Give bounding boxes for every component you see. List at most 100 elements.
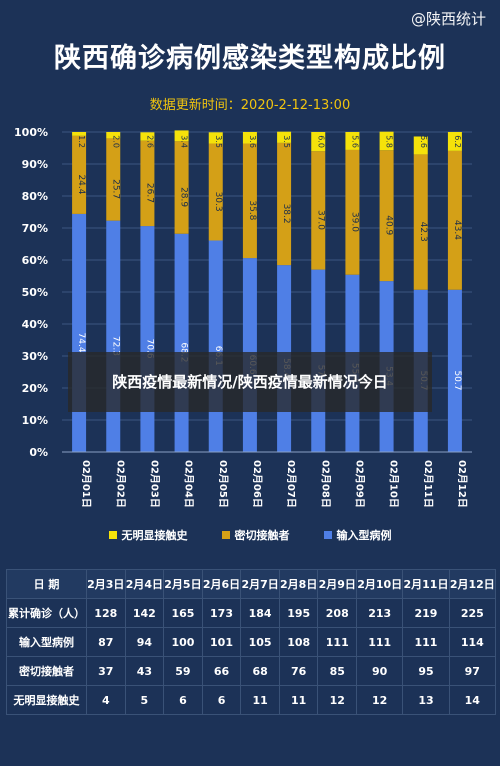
table-cell: 105: [240, 627, 280, 657]
bar-unknown: [413, 136, 428, 155]
data-label-import: 50.7: [452, 370, 462, 390]
x-tick-label: 02月06日: [251, 460, 263, 508]
table-cell: 6: [201, 685, 242, 715]
table-header-cell: 2月7日: [240, 569, 280, 599]
table-cell: 11: [278, 685, 319, 715]
table-row: 累计确诊（人） 128 142 165 173 184 195 208 213 219 225: [6, 598, 497, 628]
bar-unknown: [242, 132, 257, 144]
legend-label-unknown: 无明显接触史: [121, 529, 188, 542]
data-label-contact: 28.9: [179, 187, 189, 207]
bar-unknown: [379, 131, 394, 151]
bar-contact: [106, 138, 121, 221]
table-cell: 101: [201, 627, 242, 657]
bar-unknown: [447, 132, 462, 151]
y-tick-label: 70%: [22, 222, 48, 235]
y-tick-label: 10%: [22, 414, 48, 427]
table-cell: 111: [356, 627, 404, 657]
table-cell: 13: [402, 685, 450, 715]
data-label-contact: 30.3: [213, 192, 223, 212]
page-title: 陕西确诊病例感染类型构成比例: [54, 43, 446, 74]
table-cell: 68: [240, 656, 280, 686]
y-tick-label: 60%: [22, 254, 48, 267]
data-label-import: 70.6: [144, 339, 154, 359]
data-label-contact: 24.4: [76, 174, 86, 194]
table-header-cell: 2月10日: [356, 569, 404, 599]
legend-label-contact: 密切接触者: [234, 529, 290, 542]
overlay-banner: 陕西疫情最新情况/陕西疫情最新情况今日: [68, 352, 432, 412]
data-label-import: 72.3: [110, 336, 120, 356]
bar-import: [447, 289, 462, 452]
data-label-unknown: 2.6: [145, 135, 154, 148]
table-header-cell: 2月5日: [163, 569, 203, 599]
table-cell: 87: [86, 627, 126, 657]
watermark: @陕西统计: [410, 10, 486, 28]
table-row: 无明显接触史 4 5 6 6 11 11 12 12 13 14: [6, 685, 497, 715]
y-tick-label: 0%: [29, 446, 48, 459]
table-cell: 108: [278, 627, 319, 657]
data-label-import: 74.4: [76, 333, 86, 353]
data-label-contact: 38.2: [281, 204, 291, 224]
data-label-unknown: 3.5: [214, 135, 223, 148]
table-row-label: 累计确诊（人）: [6, 598, 87, 628]
table-cell: 225: [448, 598, 497, 628]
data-label-unknown: 2.0: [111, 135, 120, 148]
table-header-cell: 2月11日: [402, 569, 450, 599]
data-label-unknown: 6.2: [453, 135, 462, 148]
table-row: 密切接触者 37 43 59 66 68 76 85 90 95 97: [6, 656, 497, 686]
data-label-contact: 35.8: [247, 200, 257, 220]
table-cell: 12: [317, 685, 358, 715]
data-label-contact: 43.4: [452, 220, 462, 240]
x-tick-label: 02月07日: [285, 460, 297, 508]
bar-contact: [208, 143, 223, 241]
table-cell: 142: [124, 598, 165, 628]
data-label-unknown: 6.0: [316, 135, 325, 148]
table-row-label: 密切接触者: [6, 656, 87, 686]
legend-swatch-import: [323, 531, 332, 539]
table-row-label: 无明显接触史: [6, 685, 87, 715]
update-time: 数据更新时间：2020-2-12-13:00: [149, 98, 351, 113]
bar-unknown: [72, 132, 87, 136]
x-tick-label: 02月08日: [319, 460, 331, 508]
y-tick-label: 30%: [22, 350, 48, 363]
x-tick-label: 02月09日: [353, 460, 365, 508]
data-label-contact: 39.0: [349, 212, 359, 232]
table-cell: 43: [124, 656, 165, 686]
y-tick-label: 40%: [22, 318, 48, 331]
table-row: 输入型病例 87 94 100 101 105 108 111 111 111 114: [6, 627, 497, 657]
x-tick-label: 02月03日: [148, 460, 160, 508]
y-tick-label: 80%: [22, 190, 48, 203]
bar-contact: [447, 150, 462, 290]
bar-contact: [72, 135, 87, 214]
table-cell: 111: [402, 627, 450, 657]
table-row-label: 输入型病例: [6, 627, 87, 657]
y-tick-label: 20%: [22, 382, 48, 395]
data-label-contact: 42.3: [418, 222, 428, 242]
bar-contact: [242, 143, 257, 259]
bar-contact: [345, 149, 360, 275]
y-tick-label: 100%: [14, 126, 48, 139]
table-cell: 173: [201, 598, 242, 628]
legend-swatch-unknown: [108, 531, 117, 539]
table-header-cell: 2月3日: [86, 569, 126, 599]
y-tick-label: 50%: [22, 286, 48, 299]
data-label-unknown: 1.2: [77, 135, 86, 148]
table-cell: 85: [317, 656, 358, 686]
table-header-cell: 2月4日: [124, 569, 165, 599]
table-cell: 208: [317, 598, 358, 628]
table-cell: 59: [163, 656, 203, 686]
bar-contact: [379, 150, 394, 282]
table-cell: 114: [448, 627, 497, 657]
table-cell: 14: [448, 685, 497, 715]
table-header-cell: 2月6日: [201, 569, 242, 599]
data-label-unknown: 3.6: [248, 135, 257, 148]
legend-swatch-contact: [221, 531, 230, 539]
bar-unknown: [345, 132, 360, 150]
table-cell: 111: [317, 627, 358, 657]
data-table: 日 期 2月3日 2月4日 2月5日 2月6日 2月7日 2月8日 2月9日 2…: [6, 569, 497, 715]
data-label-unknown: 5.8: [385, 135, 394, 148]
table-cell: 90: [356, 656, 404, 686]
x-tick-label: 02月04日: [183, 460, 195, 508]
bar-contact: [140, 140, 155, 227]
x-tick-label: 02月02日: [114, 460, 126, 508]
table-cell: 6: [163, 685, 203, 715]
